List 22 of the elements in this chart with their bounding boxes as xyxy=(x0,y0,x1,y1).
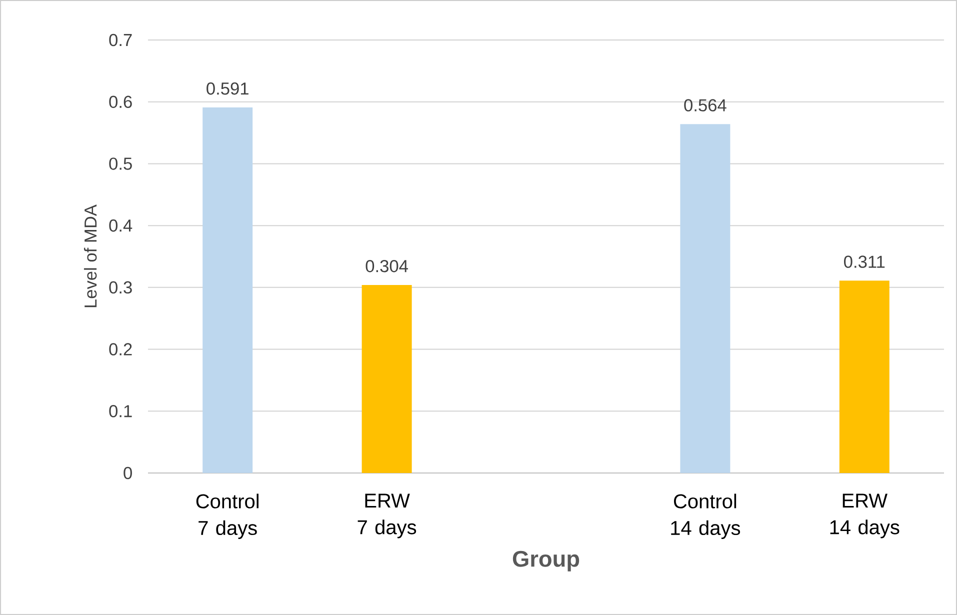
y-tick-label: 0.3 xyxy=(109,281,132,294)
bar xyxy=(202,107,253,473)
y-tick-label: 0.4 xyxy=(109,219,132,232)
data-label: 0.591 xyxy=(206,82,248,95)
y-axis-title: Level of MDA xyxy=(84,204,97,308)
y-tick-label: 0.1 xyxy=(109,405,132,418)
x-axis-title: Group xyxy=(512,550,580,572)
x-tick-label: ERW 14 days xyxy=(830,494,900,538)
data-label: 0.564 xyxy=(684,99,726,112)
data-label: 0.304 xyxy=(366,260,408,272)
y-tick-label: 0.2 xyxy=(109,343,132,356)
x-tick-label: Control 14 days xyxy=(671,494,740,540)
bar xyxy=(362,284,412,473)
x-tick-label: Control 7 days xyxy=(196,494,258,540)
y-tick-label: 0 xyxy=(124,466,132,480)
y-tick-label: 0.7 xyxy=(109,34,132,46)
x-tick-label: ERW 7 days xyxy=(358,494,416,538)
bar xyxy=(839,280,890,473)
y-tick-label: 0.5 xyxy=(109,158,132,170)
y-tick-label: 0.6 xyxy=(109,96,132,108)
data-label: 0.311 xyxy=(844,256,885,268)
bar xyxy=(680,124,730,473)
